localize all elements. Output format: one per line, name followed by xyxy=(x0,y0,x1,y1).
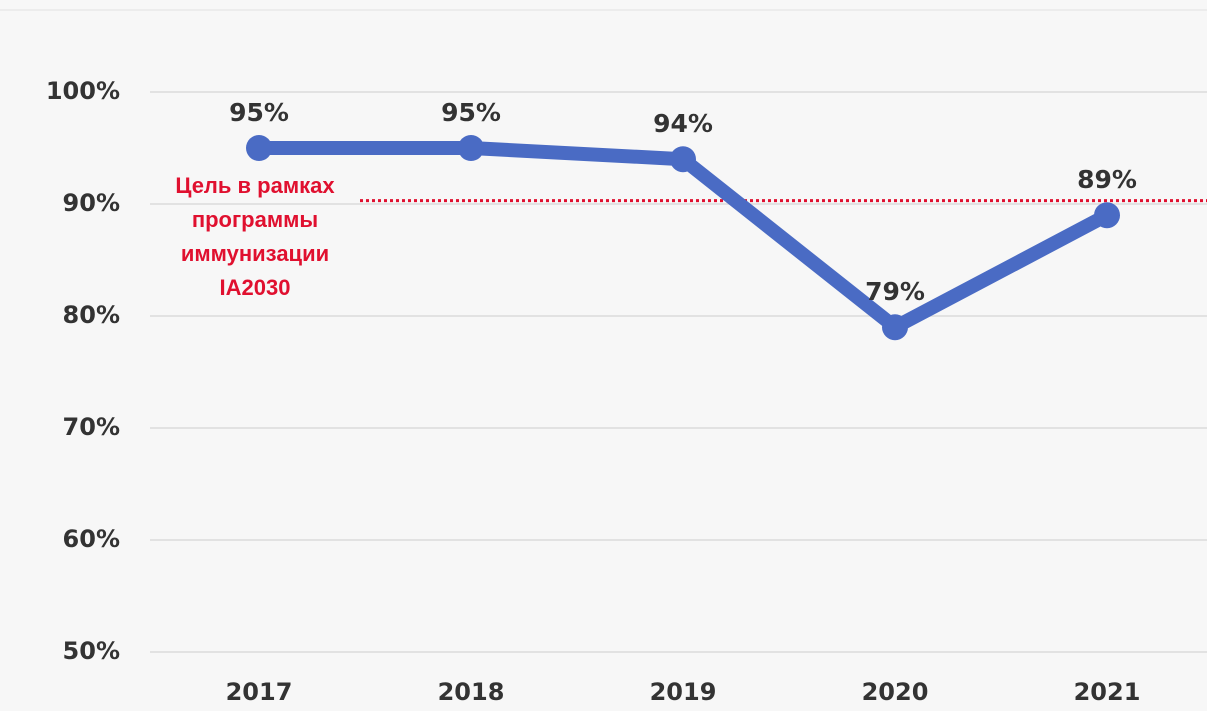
target-label: иммунизации xyxy=(181,241,329,266)
y-tick-label: 100% xyxy=(46,77,120,105)
x-tick-label: 2021 xyxy=(1074,678,1141,706)
point xyxy=(458,135,484,161)
y-tick-label: 60% xyxy=(63,525,120,553)
value-label: 95% xyxy=(229,98,289,127)
value-label: 79% xyxy=(865,277,925,306)
target-label: Цель в рамках xyxy=(175,173,335,198)
value-label: 94% xyxy=(653,109,713,138)
value-label: 95% xyxy=(441,98,501,127)
point xyxy=(882,314,908,341)
x-tick-label: 2020 xyxy=(862,678,929,706)
point xyxy=(246,135,272,161)
x-tick-label: 2019 xyxy=(650,678,717,706)
x-tick-label: 2017 xyxy=(226,678,293,706)
target-label: IA2030 xyxy=(220,275,291,300)
y-tick-label: 50% xyxy=(63,637,120,665)
x-tick-label: 2018 xyxy=(438,678,505,706)
y-tick-label: 90% xyxy=(63,189,120,217)
y-tick-label: 70% xyxy=(63,413,120,441)
y-tick-label: 80% xyxy=(63,301,120,329)
point xyxy=(670,146,696,173)
point xyxy=(1094,202,1120,229)
target-label: программы xyxy=(192,207,318,232)
value-label: 89% xyxy=(1077,165,1137,194)
